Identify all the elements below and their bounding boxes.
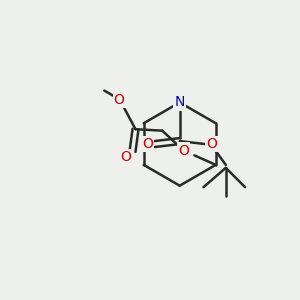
Text: O: O <box>114 93 124 107</box>
Text: N: N <box>175 95 185 110</box>
Text: O: O <box>178 144 189 158</box>
Text: O: O <box>121 150 131 164</box>
Text: O: O <box>206 137 217 151</box>
Text: O: O <box>142 137 153 151</box>
